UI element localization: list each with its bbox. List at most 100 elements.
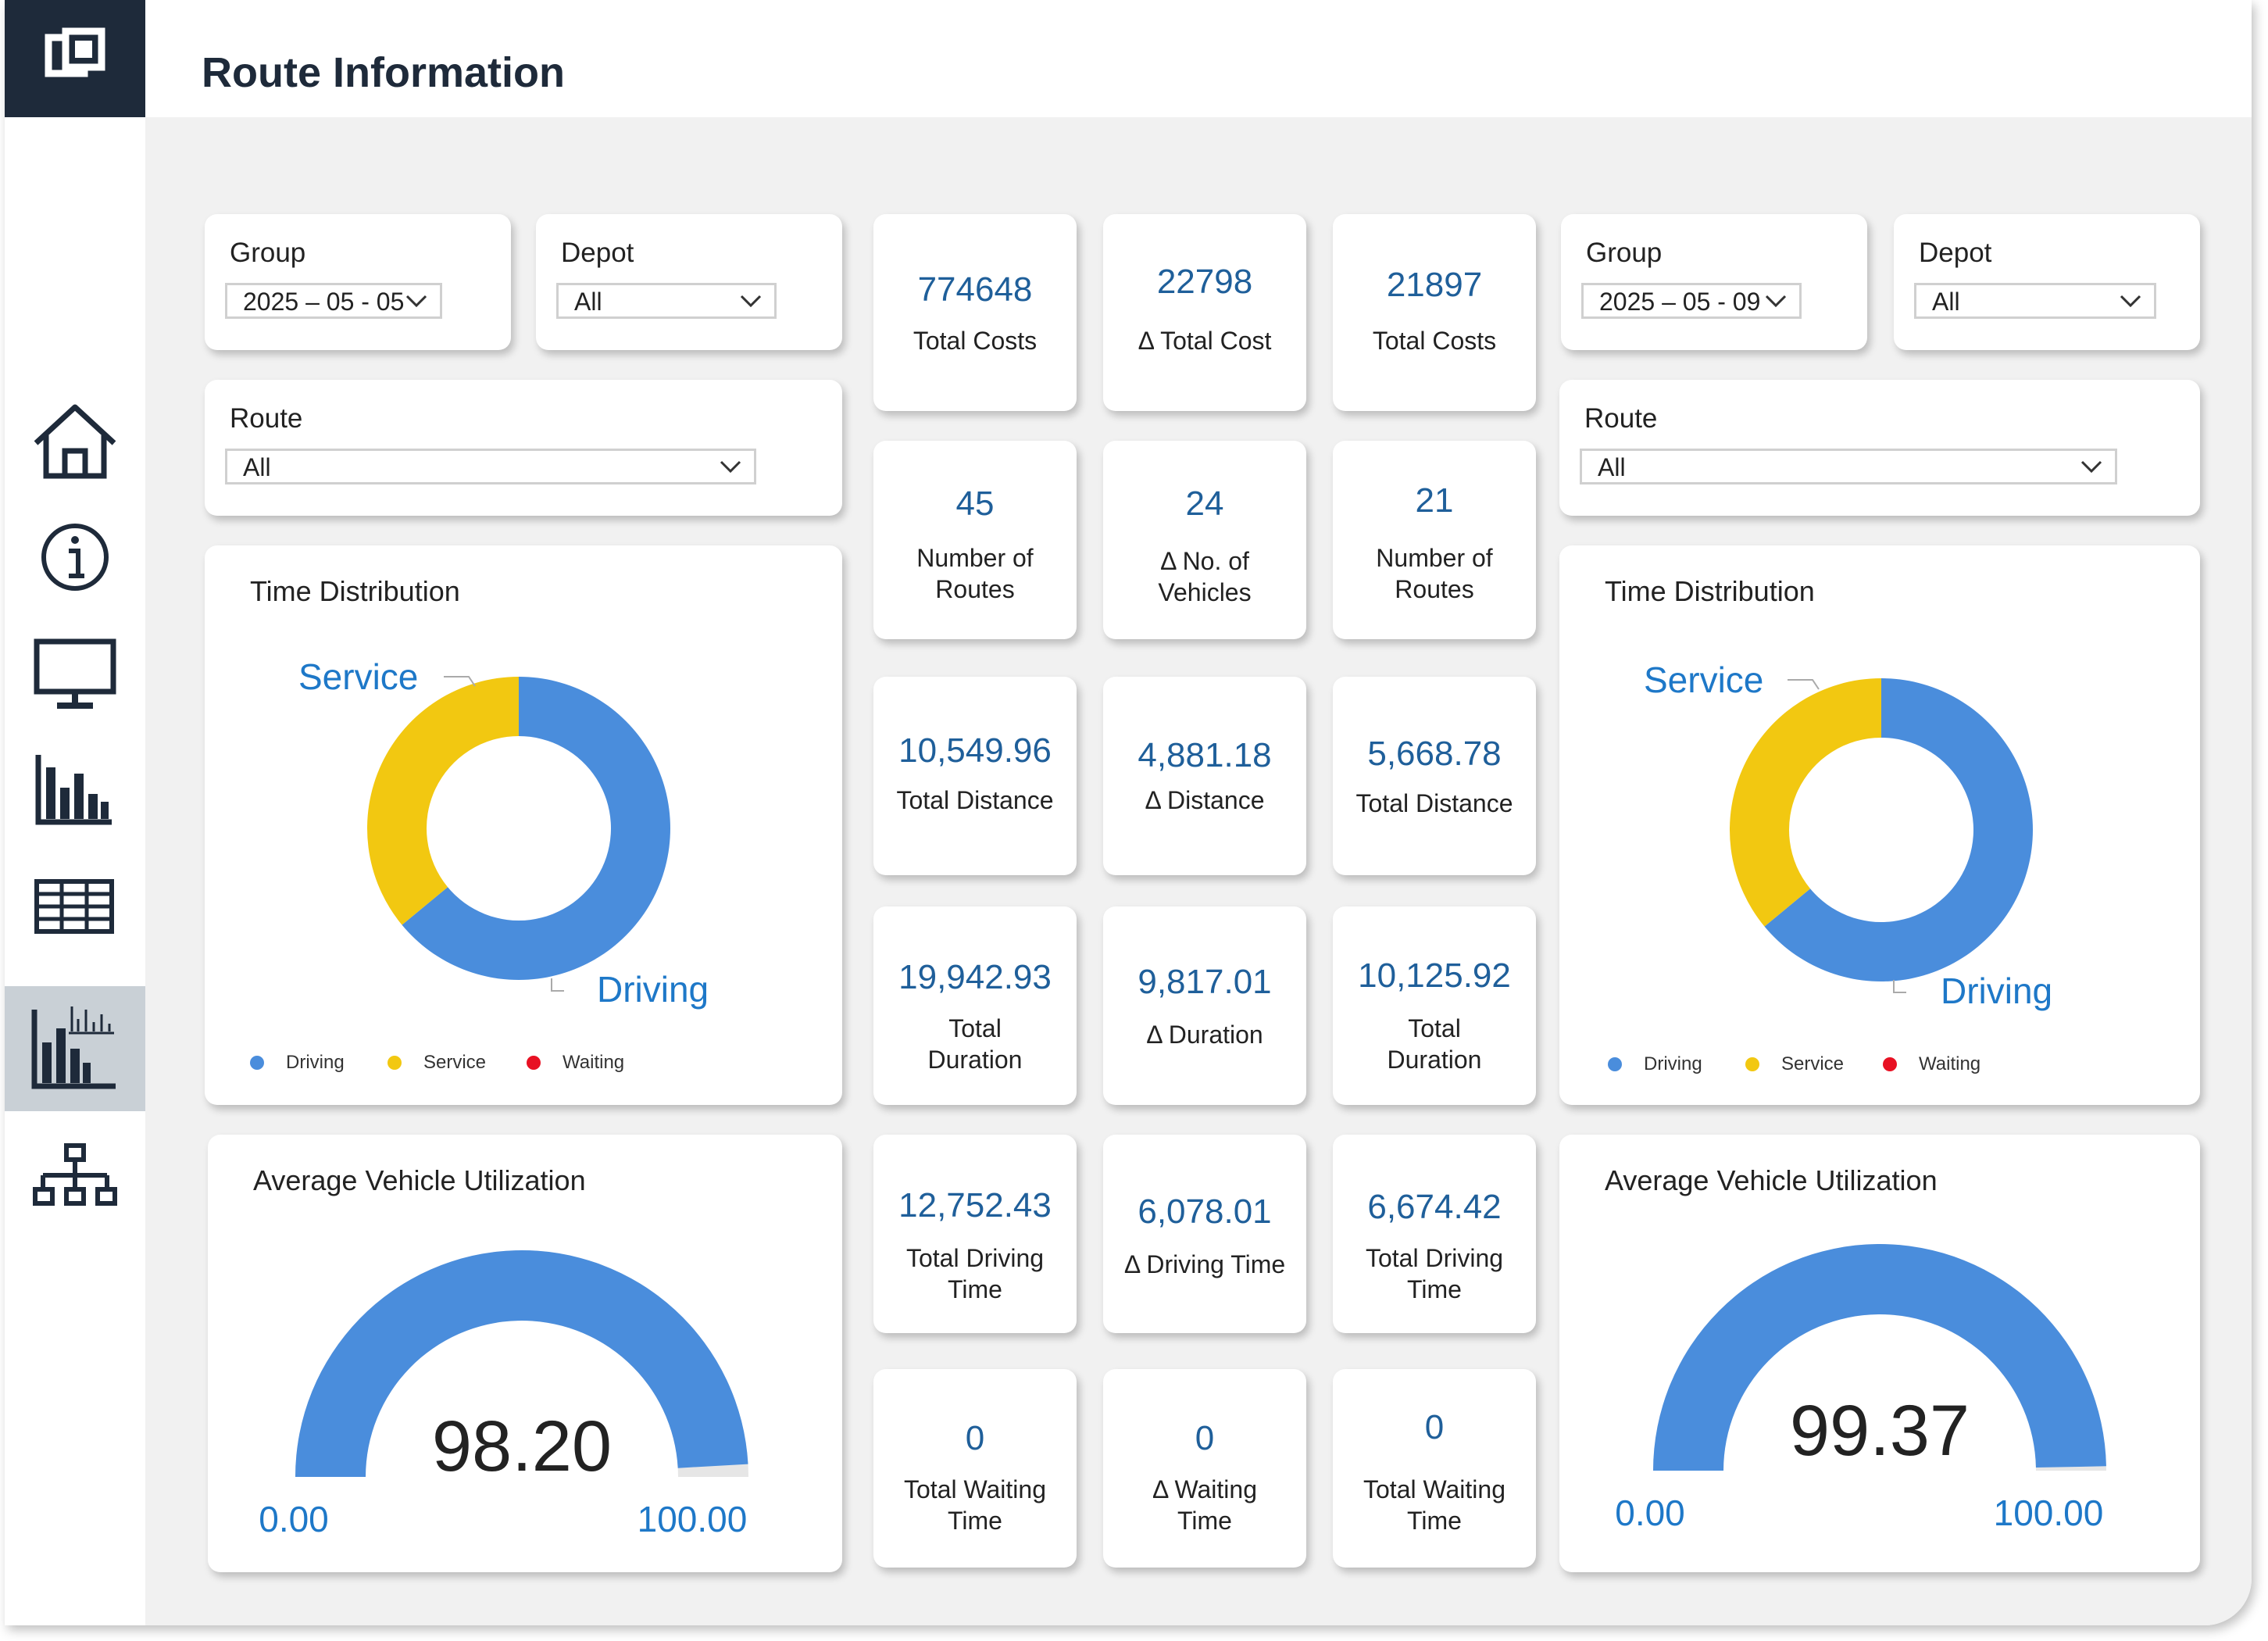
sidebar-item-table[interactable] <box>5 848 145 965</box>
legend-item-service[interactable]: Service <box>1745 1053 1844 1075</box>
gauge-fill <box>1653 1244 2106 1471</box>
legend-item-service[interactable]: Service <box>388 1052 486 1074</box>
depot-slicer-right: Depot All <box>1894 214 2200 350</box>
home-icon <box>34 404 116 479</box>
kpi-total-distance-right: 5,668.78 Total Distance <box>1333 677 1536 875</box>
kpi-total-costs-right: 21897 Total Costs <box>1333 214 1536 411</box>
table-icon <box>34 879 114 934</box>
depot-slicer-left: Depot All <box>536 214 842 350</box>
group-label: Group <box>230 238 306 268</box>
group-dropdown[interactable]: 2025 – 05 - 05 <box>225 283 442 319</box>
route-slicer-left: Route All <box>205 380 842 516</box>
group-value: 2025 – 05 - 09 <box>1599 288 1761 316</box>
utilization-title: Average Vehicle Utilization <box>1605 1164 1938 1196</box>
route-slicer-right: Route All <box>1559 380 2200 516</box>
app-logo[interactable] <box>5 0 145 117</box>
sidebar-item-hierarchy[interactable] <box>5 1121 145 1239</box>
depot-label: Depot <box>561 238 634 268</box>
info-icon <box>41 524 109 591</box>
depot-dropdown[interactable]: All <box>556 283 777 319</box>
sidebar-item-home[interactable] <box>5 383 145 500</box>
depot-dropdown[interactable]: All <box>1914 283 2156 319</box>
donut-slice-driving[interactable] <box>402 677 670 980</box>
chevron-down-icon <box>405 295 427 308</box>
legend-item-driving[interactable]: Driving <box>1608 1053 1702 1075</box>
kpi-delta-duration: 9,817.01 Δ Duration <box>1103 906 1306 1105</box>
gauge-value: 98.20 <box>432 1407 612 1486</box>
kpi-delta-distance: 4,881.18 Δ Distance <box>1103 677 1306 875</box>
kpi-delta-waiting-time: 0 Δ Waiting Time <box>1103 1369 1306 1568</box>
kpi-number-of-routes-left: 45 Number of Routes <box>873 441 1077 639</box>
kpi-total-driving-time-right: 6,674.42 Total Driving Time <box>1333 1135 1536 1333</box>
chevron-down-icon <box>720 460 741 474</box>
route-dropdown[interactable]: All <box>1580 449 2117 484</box>
route-value: All <box>243 453 271 481</box>
kpi-delta-no-of-vehicles: 24 Δ No. of Vehicles <box>1103 441 1306 639</box>
sidebar <box>5 117 145 1625</box>
donut-slice-driving[interactable] <box>1764 678 2033 981</box>
donut-slices <box>367 677 670 980</box>
gauge-chart: 99.37 0.00 100.00 <box>1615 1244 2106 1533</box>
legend-item-driving[interactable]: Driving <box>250 1052 345 1074</box>
kpi-total-waiting-time-left: 0 Total Waiting Time <box>873 1369 1077 1568</box>
gauge-max: 100.00 <box>638 1499 748 1539</box>
kpi-total-costs-left: 774648 Total Costs <box>873 214 1077 411</box>
label-driving: Driving <box>1941 971 2052 1011</box>
monitor-icon <box>34 638 116 709</box>
kpi-total-distance-left: 10,549.96 Total Distance <box>873 677 1077 875</box>
chevron-down-icon <box>2080 460 2102 474</box>
gauge-fill <box>295 1250 748 1477</box>
kpi-total-waiting-time-right: 0 Total Waiting Time <box>1333 1369 1536 1568</box>
label-service: Service <box>1644 660 1763 700</box>
header: Route Information <box>145 0 2252 117</box>
gauge-min: 0.00 <box>1615 1493 1685 1533</box>
page-title: Route Information <box>202 49 565 96</box>
route-label: Route <box>230 403 303 434</box>
app-window: Route Information Group 2025 – 05 - 05 D… <box>5 0 2252 1625</box>
kpi-delta-total-cost: 22798 Δ Total Cost <box>1103 214 1306 411</box>
sidebar-item-comparison[interactable] <box>5 986 145 1111</box>
time-distribution-card-right: Time Distribution Service Driving Drivin… <box>1559 545 2200 1105</box>
label-driving: Driving <box>597 969 709 1010</box>
comparison-chart-icon <box>31 1006 116 1089</box>
group-dropdown[interactable]: 2025 – 05 - 09 <box>1581 283 1802 319</box>
group-slicer-left: Group 2025 – 05 - 05 <box>205 214 511 350</box>
donut-slice-service[interactable] <box>1730 678 1881 927</box>
sidebar-item-bar-chart[interactable] <box>5 731 145 848</box>
gauge-value: 99.37 <box>1790 1391 1970 1471</box>
kpi-total-duration-right: 10,125.92 Total Duration <box>1333 906 1536 1105</box>
gauge-min: 0.00 <box>259 1499 329 1539</box>
kpi-total-driving-time-left: 12,752.43 Total Driving Time <box>873 1135 1077 1333</box>
donut-chart: Service Driving <box>1644 660 2052 1011</box>
gauge-chart: 98.20 0.00 100.00 <box>259 1250 748 1539</box>
donut-slice-service[interactable] <box>367 677 519 925</box>
donut-chart: Service Driving <box>298 656 709 1010</box>
route-value: All <box>1598 453 1626 481</box>
route-dropdown[interactable]: All <box>225 449 756 484</box>
time-distribution-title: Time Distribution <box>250 575 460 607</box>
chevron-down-icon <box>1765 295 1787 308</box>
hierarchy-icon <box>33 1143 117 1206</box>
kpi-delta-driving-time: 6,078.01 Δ Driving Time <box>1103 1135 1306 1333</box>
bar-chart-icon <box>35 755 112 825</box>
group-label: Group <box>1586 238 1663 268</box>
kpi-number-of-routes-right: 21 Number of Routes <box>1333 441 1536 639</box>
time-distribution-title: Time Distribution <box>1605 575 1815 607</box>
time-distribution-card-left: Time Distribution Service Driving Drivin… <box>205 545 842 1105</box>
chevron-down-icon <box>2120 295 2141 308</box>
report-canvas: Group 2025 – 05 - 05 Depot All Route All… <box>145 117 2252 1625</box>
label-service: Service <box>298 656 418 697</box>
legend-item-waiting[interactable]: Waiting <box>527 1052 624 1074</box>
sidebar-item-monitor[interactable] <box>5 614 145 731</box>
kpi-total-duration-left: 19,942.93 Total Duration <box>873 906 1077 1105</box>
utilization-card-left: Average Vehicle Utilization 98.20 0.00 1… <box>208 1135 842 1572</box>
gauge-max: 100.00 <box>1994 1493 2104 1533</box>
group-value: 2025 – 05 - 05 <box>243 288 405 316</box>
depot-value: All <box>1932 288 1960 316</box>
logo-icon <box>45 27 105 77</box>
depot-value: All <box>574 288 602 316</box>
donut-slices <box>1730 678 2033 981</box>
utilization-card-right: Average Vehicle Utilization 99.37 0.00 1… <box>1559 1135 2200 1572</box>
sidebar-item-info[interactable] <box>5 499 145 616</box>
legend-item-waiting[interactable]: Waiting <box>1883 1053 1980 1075</box>
